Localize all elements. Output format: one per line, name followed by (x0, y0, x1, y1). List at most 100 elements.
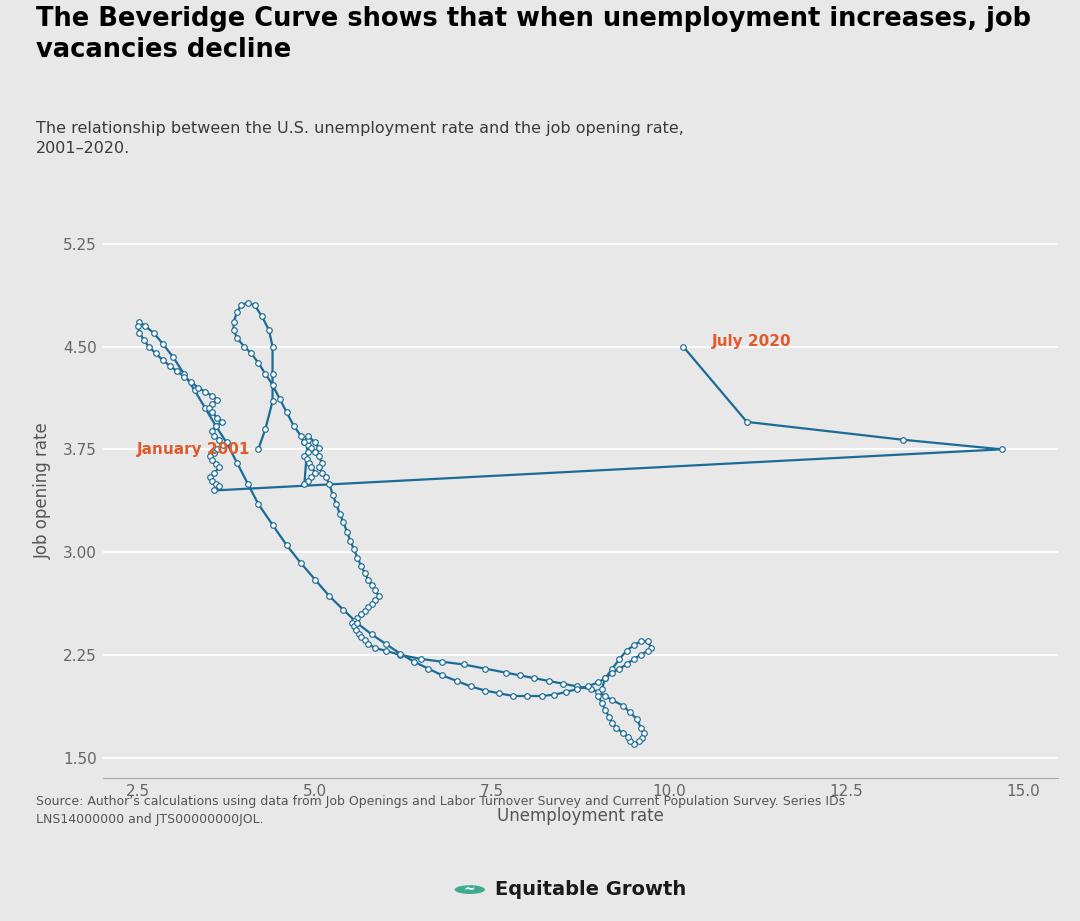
Point (307, 445, 324, 460)
Text: January 2001: January 2001 (136, 442, 249, 457)
Point (161, 358, 178, 373)
Point (596, 703, 613, 717)
Point (299, 473, 316, 488)
Point (994, 442, 1011, 457)
Point (131, 314, 148, 329)
Point (257, 422, 274, 437)
Text: Equitable Growth: Equitable Growth (495, 880, 686, 899)
Point (632, 647, 649, 662)
Point (532, 689, 550, 704)
Point (204, 405, 221, 420)
Point (335, 515, 352, 530)
Point (206, 446, 224, 460)
Point (246, 298, 264, 313)
Point (360, 636, 377, 651)
Point (343, 616, 361, 631)
Point (204, 425, 221, 439)
Point (293, 428, 310, 443)
Point (625, 737, 643, 752)
Point (625, 652, 643, 667)
Point (352, 630, 369, 645)
Point (207, 419, 225, 434)
Point (327, 496, 345, 511)
Point (208, 392, 226, 407)
Text: July 2020: July 2020 (712, 333, 792, 348)
Point (579, 679, 596, 694)
Point (582, 682, 599, 696)
Point (140, 339, 158, 354)
Point (299, 432, 316, 447)
Point (147, 346, 164, 361)
Point (307, 465, 324, 480)
Point (590, 675, 607, 690)
Point (352, 558, 369, 573)
Point (405, 655, 422, 670)
Point (321, 589, 338, 603)
Point (207, 457, 225, 472)
Point (249, 496, 267, 511)
Point (200, 401, 217, 415)
Point (298, 451, 315, 466)
Point (632, 634, 649, 648)
Point (360, 600, 377, 614)
Point (607, 720, 624, 735)
Point (643, 641, 660, 656)
Point (604, 693, 621, 707)
Point (154, 336, 172, 351)
Point (197, 384, 214, 399)
Point (253, 309, 270, 324)
Point (213, 414, 230, 429)
Point (204, 389, 221, 403)
Point (350, 627, 367, 642)
Point (307, 572, 324, 587)
Point (299, 437, 316, 452)
Point (186, 383, 203, 398)
Point (302, 470, 320, 484)
Point (211, 460, 228, 474)
Point (420, 661, 437, 676)
Point (490, 686, 508, 701)
Point (545, 687, 563, 702)
Point (264, 339, 281, 354)
Point (604, 661, 621, 676)
Point (498, 665, 515, 680)
Point (370, 589, 388, 603)
Point (348, 623, 365, 637)
Point (504, 689, 522, 704)
Point (377, 644, 394, 659)
Point (619, 729, 636, 744)
Point (296, 435, 313, 449)
Point (346, 542, 363, 556)
Point (197, 401, 214, 415)
Point (204, 473, 221, 488)
Point (206, 428, 224, 443)
Point (363, 627, 380, 642)
Point (557, 684, 575, 699)
Point (243, 346, 260, 361)
Point (299, 428, 316, 443)
Text: ~: ~ (464, 882, 475, 897)
Point (604, 665, 621, 680)
Point (260, 322, 278, 337)
Point (211, 432, 228, 447)
Point (154, 353, 172, 367)
Point (239, 296, 256, 310)
Point (264, 518, 281, 532)
Point (434, 655, 451, 670)
Point (618, 657, 635, 671)
Point (232, 298, 249, 313)
Point (635, 726, 652, 740)
Point (229, 305, 246, 320)
Point (363, 577, 380, 592)
Point (526, 670, 543, 685)
Point (264, 394, 281, 409)
X-axis label: Unemployment rate: Unemployment rate (497, 807, 664, 825)
Point (593, 695, 610, 710)
Point (145, 325, 162, 340)
Point (302, 460, 320, 474)
Point (639, 644, 657, 659)
Point (300, 456, 318, 471)
Point (135, 332, 152, 347)
Point (632, 720, 649, 735)
Point (634, 731, 651, 746)
